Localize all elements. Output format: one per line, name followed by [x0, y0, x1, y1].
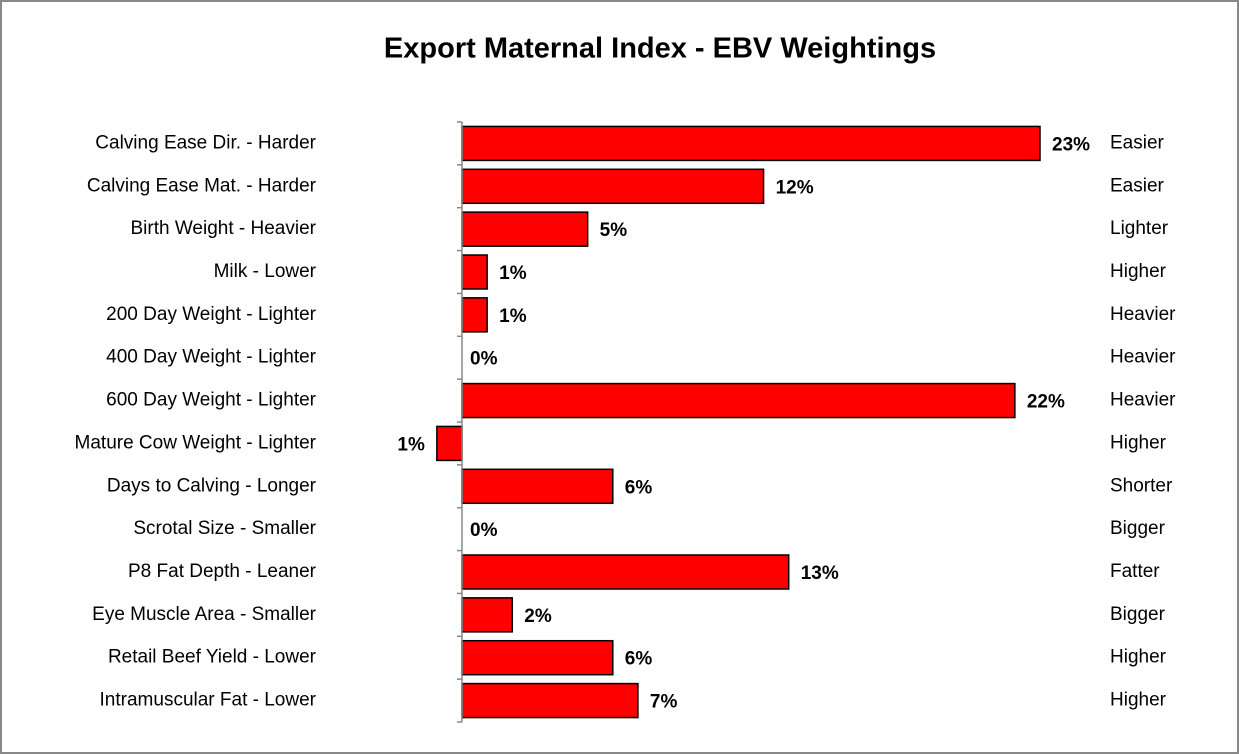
right-label: Higher [1110, 432, 1167, 453]
right-label: Heavier [1110, 304, 1176, 325]
value-label: 1% [397, 434, 425, 455]
bar [461, 682, 639, 719]
category-label: 600 Day Weight - Lighter [106, 390, 316, 411]
right-label: Higher [1110, 690, 1167, 711]
right-label: Lighter [1110, 218, 1169, 239]
right-label: Higher [1110, 647, 1167, 668]
category-label: 200 Day Weight - Lighter [106, 304, 316, 325]
value-label: 22% [1027, 392, 1065, 413]
category-label: Birth Weight - Heavier [131, 218, 317, 239]
bar [461, 168, 765, 205]
bar [461, 297, 488, 333]
value-label: 1% [499, 263, 527, 284]
bar [436, 425, 463, 462]
category-label: Mature Cow Weight - Lighter [75, 432, 317, 453]
value-label: 13% [801, 563, 839, 584]
value-label: 23% [1052, 134, 1090, 155]
category-label: Milk - Lower [214, 261, 317, 282]
bar [461, 554, 790, 590]
bar [461, 254, 488, 290]
bar [461, 639, 614, 676]
category-label: Intramuscular Fat - Lower [100, 690, 317, 711]
category-label: 400 Day Weight - Lighter [106, 347, 316, 368]
right-label: Higher [1110, 261, 1167, 282]
right-label: Easier [1110, 132, 1165, 153]
right-label: Heavier [1110, 390, 1176, 411]
bar [461, 211, 589, 247]
value-label: 6% [625, 649, 653, 670]
value-label: 2% [524, 606, 552, 627]
right-label: Fatter [1110, 561, 1160, 582]
category-label: Calving Ease Dir. - Harder [95, 132, 316, 153]
category-label: Days to Calving - Longer [107, 475, 317, 496]
category-label: Scrotal Size - Smaller [133, 518, 316, 539]
value-label: 0% [470, 520, 498, 541]
chart-title: Export Maternal Index - EBV Weightings [384, 33, 936, 65]
value-label: 1% [499, 306, 527, 327]
right-label: Bigger [1110, 604, 1166, 625]
bar [461, 382, 1016, 419]
right-label: Bigger [1110, 518, 1166, 539]
value-label: 6% [625, 477, 653, 498]
right-label: Heavier [1110, 347, 1176, 368]
bar [461, 125, 1041, 162]
bar [461, 468, 614, 505]
right-label: Easier [1110, 175, 1165, 196]
category-label: Calving Ease Mat. - Harder [87, 175, 317, 196]
value-label: 0% [470, 349, 498, 370]
value-label: 12% [776, 177, 814, 198]
bar [461, 597, 514, 633]
category-label: Retail Beef Yield - Lower [108, 647, 317, 668]
value-label: 7% [650, 692, 678, 713]
right-label: Shorter [1110, 475, 1173, 496]
value-label: 5% [600, 220, 628, 241]
category-label: Eye Muscle Area - Smaller [92, 604, 317, 625]
category-label: P8 Fat Depth - Leaner [128, 561, 317, 582]
